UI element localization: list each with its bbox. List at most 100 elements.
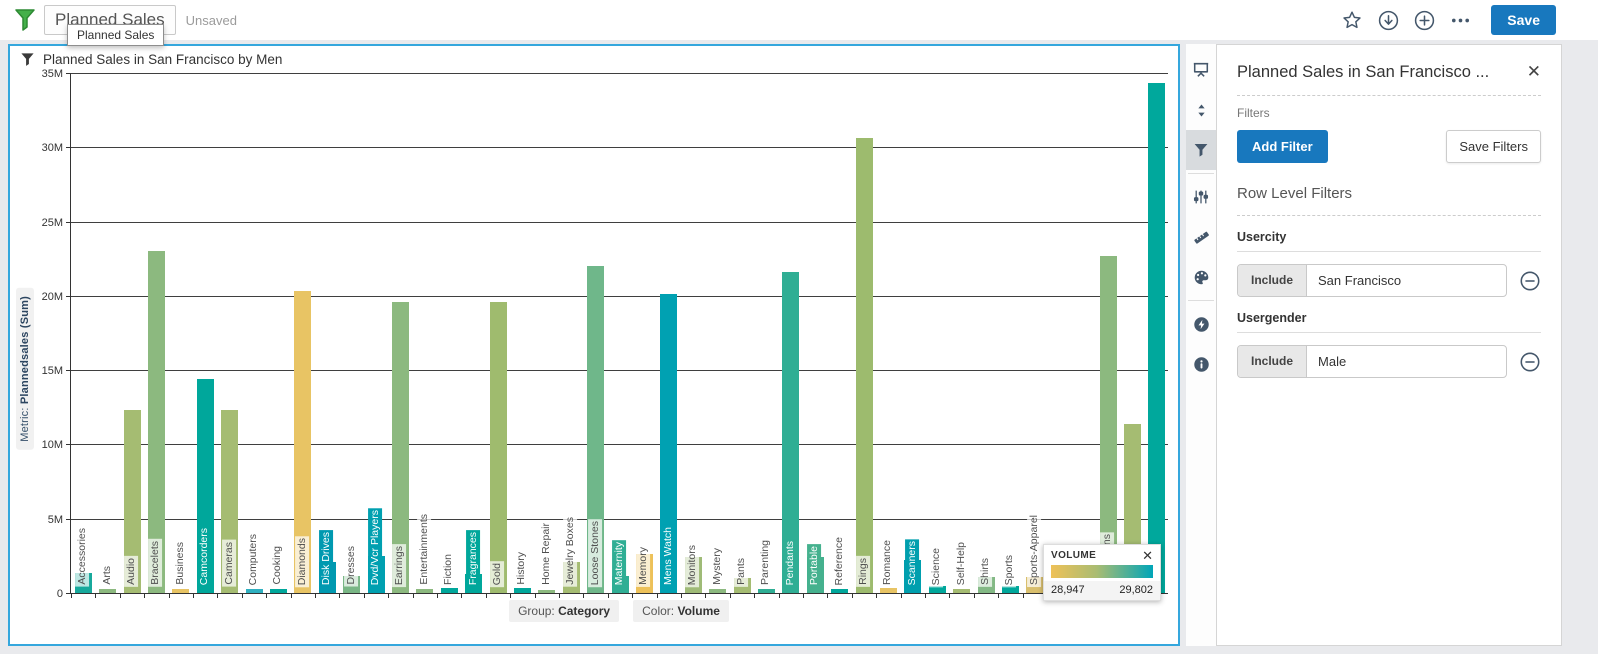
bar-romance[interactable] [879,587,897,593]
x-tick-mark [1022,593,1024,598]
legend-min-value: 28,947 [1051,584,1085,596]
x-axis-label: Sports-Apparel [1026,512,1041,587]
x-tick-mark [193,593,194,598]
y-axis-title: Metric: Plannedsales (Sum) [16,288,34,450]
bar-business[interactable] [172,589,190,593]
filter-include-box[interactable]: Include San Francisco [1237,264,1507,297]
x-axis-label: Cameras [221,540,236,587]
x-tick-mark [827,593,829,598]
panel-close-icon[interactable]: ✕ [1526,62,1541,81]
filter-include-box[interactable]: Include Male [1237,345,1507,378]
x-tick-mark [559,593,560,598]
x-axis-label: Business [172,540,187,587]
bar-audio[interactable] [123,410,141,593]
bar-science[interactable] [928,585,946,593]
bar-home-repair[interactable] [538,590,556,593]
download-icon[interactable] [1375,7,1401,33]
x-tick-mark [632,593,634,598]
legend-close-icon[interactable]: ✕ [1142,548,1153,563]
plus-circle-icon[interactable] [1411,7,1437,33]
x-tick-mark [949,593,951,598]
palette-icon[interactable] [1186,257,1216,297]
star-icon[interactable] [1339,7,1365,33]
y-tick-mark [66,593,71,594]
bar-earrings[interactable] [391,301,409,593]
axis-footer: Group: Category Color: Volume [70,600,1168,622]
filter-value[interactable]: Male [1318,354,1347,369]
toolbar-divider [1188,300,1214,301]
bar-cooking[interactable] [269,588,287,593]
group-pill: Group: Category [509,600,620,622]
bar-gold[interactable] [489,301,507,593]
filter-icon[interactable] [1186,130,1216,170]
bar-sports[interactable] [1001,585,1019,593]
color-legend[interactable]: VOLUME ✕ 28,947 29,802 [1043,544,1161,601]
remove-filter-icon[interactable] [1519,270,1541,292]
toolbar-divider [1188,173,1214,174]
unsaved-status: Unsaved [185,12,237,28]
y-tick-mark [66,221,71,223]
bar-televisions[interactable] [1099,255,1117,593]
x-tick-mark [973,593,975,598]
x-axis-label: Cooking [270,544,285,587]
bar-entertainments[interactable] [416,588,434,593]
save-filters-button[interactable]: Save Filters [1446,130,1541,163]
x-tick-mark [900,593,902,598]
bar-parenting[interactable] [757,588,775,593]
x-tick-mark [729,593,731,598]
legend-title: VOLUME [1051,550,1097,561]
bar-diamonds[interactable] [294,291,312,593]
x-tick-mark [315,593,316,598]
x-tick-mark [583,593,585,598]
bar-loose-stones[interactable] [587,266,605,593]
y-tick-mark [66,370,71,372]
panel-title: Planned Sales in San Francisco ... [1237,63,1490,81]
bar-history[interactable] [513,587,531,593]
bar-mens-watch[interactable] [660,294,678,593]
bar-reference[interactable] [831,588,849,593]
bar-fiction[interactable] [440,587,458,593]
info-icon[interactable] [1186,344,1216,384]
y-tick-mark [66,73,71,74]
ellipsis-icon[interactable] [1447,7,1473,33]
y-tick-mark [66,147,71,149]
sliders-icon[interactable] [1186,177,1216,217]
bar-self-help[interactable] [953,589,971,593]
x-axis-label: Pendants [782,538,797,587]
x-axis-label: Monitors [685,542,700,587]
x-axis-label: Mystery [709,546,724,587]
bar-computers[interactable] [245,588,263,593]
sort-icon[interactable] [1186,90,1216,130]
bar-bracelets[interactable] [147,251,165,593]
filter-operator[interactable]: Include [1238,346,1308,377]
y-tick-label: 25M [41,216,63,229]
remove-filter-icon[interactable] [1519,351,1541,373]
y-tick-label: 5M [47,513,63,526]
filter-value[interactable]: San Francisco [1318,273,1402,288]
bar-watch[interactable] [1148,83,1166,593]
ruler-icon[interactable] [1186,217,1216,257]
save-button[interactable]: Save [1491,5,1556,35]
filter-operator[interactable]: Include [1238,265,1308,296]
gridline [71,370,1168,372]
presentation-icon[interactable] [1186,50,1216,90]
plot-area: 0 5M 10M 15M 20M 25M 30M 35M Accessories Arts Audi… [42,68,1168,600]
chart-widget[interactable]: Planned Sales in San Francisco by Men Me… [8,44,1180,646]
x-tick-mark [485,593,487,598]
bar-arts[interactable] [99,588,117,593]
x-axis-label: Loose Stones [587,518,602,587]
x-tick-mark [95,593,97,598]
x-tick-mark [339,593,341,598]
x-tick-mark [168,593,170,598]
filter-row: Include Male [1237,345,1541,378]
bar-mystery[interactable] [709,588,727,593]
add-filter-button[interactable]: Add Filter [1237,130,1328,163]
y-tick-label: 10M [41,439,63,452]
x-axis-label: Jewelry Boxes [563,515,578,587]
x-tick-mark [71,593,72,598]
x-tick-mark [754,593,756,598]
bar-rings[interactable] [855,138,873,593]
energy-icon[interactable] [1186,304,1216,344]
bar-pendants[interactable] [782,272,800,593]
x-tick-mark [437,593,438,598]
